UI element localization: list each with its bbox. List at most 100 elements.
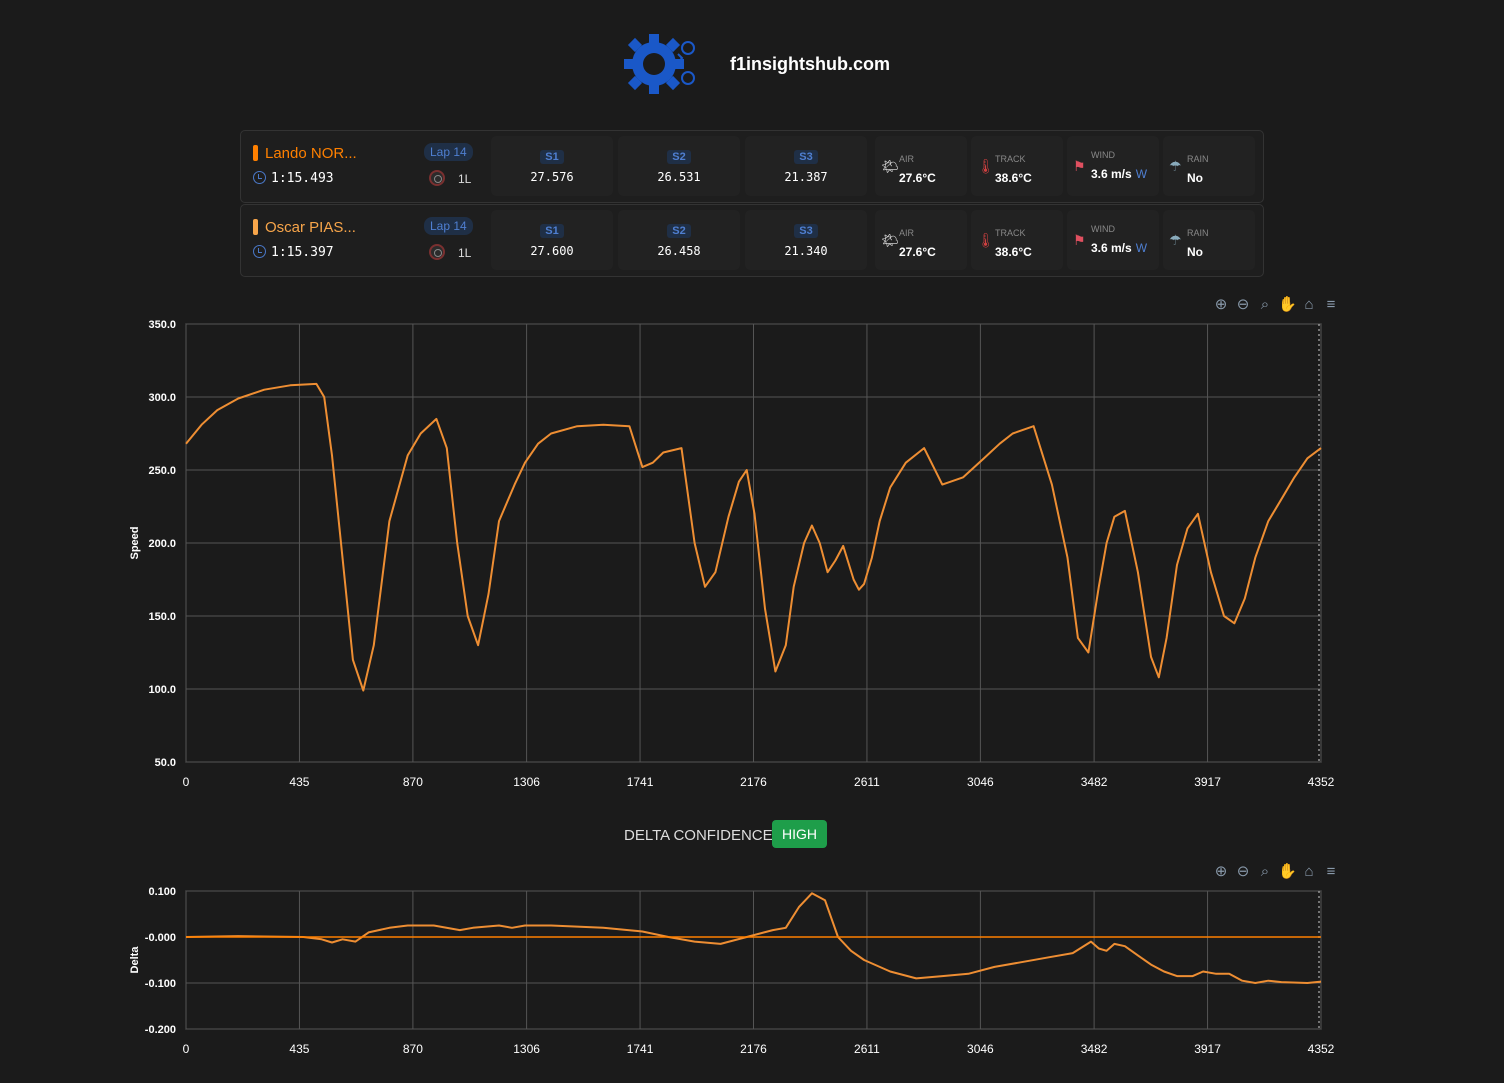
y-tick-label: 200.0: [148, 538, 176, 550]
zoom-out-icon[interactable]: ⊖: [1236, 863, 1250, 880]
tyre-icon: [429, 244, 445, 260]
x-tick-label: 435: [289, 1042, 309, 1056]
thermometer-icon: 🌡: [977, 232, 995, 248]
home-reset-icon[interactable]: ⌂: [1304, 863, 1314, 880]
weather-air: 🌤 AIR 27.6°C: [875, 210, 967, 270]
zoom-out-icon[interactable]: ⊖: [1236, 296, 1250, 313]
wind-speed: 3.6 m/s: [1091, 167, 1132, 181]
y-axis-label: Speed: [129, 526, 141, 559]
tyre-label: 1L: [458, 246, 472, 260]
sector-label: S1: [540, 224, 564, 238]
sector-time: 21.387: [784, 170, 828, 184]
x-tick-label: 2611: [854, 1042, 880, 1056]
zoom-select-icon[interactable]: ⌕: [1260, 863, 1270, 880]
clock-icon: [253, 171, 266, 184]
x-tick-label: 2611: [854, 775, 880, 789]
weather-track: 🌡 TRACK 38.6°C: [971, 210, 1063, 270]
sector-card: S3 21.387: [745, 136, 867, 196]
sector-label: S1: [540, 150, 564, 164]
sector-label: S2: [667, 224, 691, 238]
x-tick-label: 1306: [513, 775, 540, 789]
weather-track: 🌡 TRACK 38.6°C: [971, 136, 1063, 196]
track-temp: 38.6°C: [995, 245, 1032, 259]
y-tick-label: 150.0: [148, 611, 176, 623]
lap-badge: Lap 14: [424, 217, 473, 235]
y-tick-label: 0.100: [148, 886, 176, 898]
gear-logo-icon: [624, 34, 695, 94]
x-tick-label: 870: [403, 775, 423, 789]
driver-color-bar: [253, 145, 258, 161]
driver-info: Lando NOR... Lap 14 1:15.493 1L: [249, 137, 487, 195]
wind-direction: W: [1135, 241, 1148, 255]
sector-time: 26.531: [657, 170, 701, 184]
sun-cloud-icon: 🌤: [881, 158, 899, 174]
home-reset-icon[interactable]: ⌂: [1304, 296, 1314, 313]
x-tick-label: 0: [183, 775, 190, 789]
x-tick-label: 2176: [740, 1042, 767, 1056]
tyre-label: 1L: [458, 172, 472, 186]
sector-time: 26.458: [657, 244, 701, 258]
windsock-icon: ⚑: [1073, 232, 1086, 248]
delta-confidence-label: DELTA CONFIDENCE:: [624, 827, 777, 844]
menu-icon[interactable]: ≡: [1326, 296, 1336, 313]
air-label: AIR: [899, 228, 915, 238]
zoom-in-icon[interactable]: ⊕: [1214, 863, 1228, 880]
driver-name[interactable]: Oscar PIAS...: [265, 219, 356, 236]
sector-time: 27.576: [530, 170, 574, 184]
driver-name[interactable]: Lando NOR...: [265, 145, 357, 162]
y-tick-label: 350.0: [148, 319, 176, 331]
zoom-in-icon[interactable]: ⊕: [1214, 296, 1228, 313]
sector-card: S2 26.531: [618, 136, 740, 196]
x-tick-label: 1741: [627, 775, 654, 789]
rain-value: No: [1187, 171, 1203, 185]
series-line[interactable]: [185, 892, 1322, 984]
tyre-icon: [429, 170, 445, 186]
y-tick-label: -0.200: [145, 1024, 176, 1036]
air-temp: 27.6°C: [899, 171, 936, 185]
air-label: AIR: [899, 154, 915, 164]
x-tick-label: 870: [403, 1042, 423, 1056]
zoom-select-icon[interactable]: ⌕: [1260, 296, 1270, 313]
wind-speed-wrap: 3.6 m/s W: [1091, 167, 1147, 181]
sector-label: S3: [794, 150, 818, 164]
pan-hand-icon[interactable]: ✋: [1278, 296, 1297, 313]
series-line[interactable]: [185, 382, 1322, 692]
y-axis-label: Delta: [129, 946, 141, 974]
x-tick-label: 3917: [1194, 1042, 1221, 1056]
y-tick-label: 50.0: [155, 757, 176, 769]
sector-card: S2 26.458: [618, 210, 740, 270]
rain-value: No: [1187, 245, 1203, 259]
sector-label: S3: [794, 224, 818, 238]
lap-badge: Lap 14: [424, 143, 473, 161]
sun-cloud-icon: 🌤: [881, 232, 899, 248]
y-tick-label: 250.0: [148, 465, 176, 477]
x-tick-label: 4352: [1308, 1042, 1335, 1056]
x-tick-label: 3046: [967, 775, 994, 789]
wind-speed: 3.6 m/s: [1091, 241, 1132, 255]
rain-cloud-icon: ☂: [1169, 158, 1182, 174]
thermometer-icon: 🌡: [977, 158, 995, 174]
lap-time: 1:15.493: [271, 171, 334, 186]
x-tick-label: 2176: [740, 775, 767, 789]
x-tick-label: 3482: [1081, 1042, 1108, 1056]
clock-icon: [253, 245, 266, 258]
y-tick-label: -0.100: [145, 978, 176, 990]
driver-color-bar: [253, 219, 258, 235]
delta-confidence-badge: HIGH: [772, 820, 827, 848]
driver-panel: Lando NOR... Lap 14 1:15.493 1L S1 27.57…: [240, 130, 1264, 203]
weather-rain: ☂ RAIN No: [1163, 136, 1255, 196]
sector-card: S3 21.340: [745, 210, 867, 270]
pan-hand-icon[interactable]: ✋: [1278, 863, 1297, 880]
weather-rain: ☂ RAIN No: [1163, 210, 1255, 270]
y-tick-label: 300.0: [148, 392, 176, 404]
delta-chart-toolbar: ⊕ ⊖ ⌕ ✋ ⌂ ≡: [1208, 863, 1340, 881]
lap-time: 1:15.397: [271, 245, 334, 260]
menu-icon[interactable]: ≡: [1326, 863, 1336, 880]
x-tick-label: 3917: [1194, 775, 1221, 789]
driver-info: Oscar PIAS... Lap 14 1:15.397 1L: [249, 211, 487, 269]
x-tick-label: 435: [289, 775, 309, 789]
x-tick-label: 3482: [1081, 775, 1108, 789]
sector-card: S1 27.576: [491, 136, 613, 196]
driver-panel: Oscar PIAS... Lap 14 1:15.397 1L S1 27.6…: [240, 204, 1264, 277]
delta-chart: 0 435 870 1306 1741 2176 2611 3046 3482 3917 4352 -…: [129, 886, 1335, 1056]
